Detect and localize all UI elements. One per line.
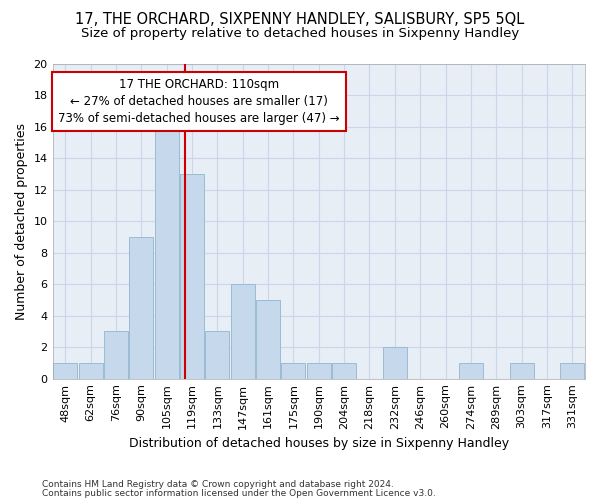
Bar [281, 363, 305, 378]
Bar [560, 363, 584, 378]
Bar [230, 284, 255, 378]
Text: Contains public sector information licensed under the Open Government Licence v3: Contains public sector information licen… [42, 489, 436, 498]
Bar [180, 174, 204, 378]
Bar [53, 363, 77, 378]
Bar [383, 347, 407, 378]
Y-axis label: Number of detached properties: Number of detached properties [15, 123, 28, 320]
Bar [332, 363, 356, 378]
Bar [155, 111, 179, 378]
Bar [79, 363, 103, 378]
Bar [104, 332, 128, 378]
Text: Contains HM Land Registry data © Crown copyright and database right 2024.: Contains HM Land Registry data © Crown c… [42, 480, 394, 489]
X-axis label: Distribution of detached houses by size in Sixpenny Handley: Distribution of detached houses by size … [129, 437, 509, 450]
Bar [205, 332, 229, 378]
Bar [129, 237, 154, 378]
Bar [256, 300, 280, 378]
Text: 17, THE ORCHARD, SIXPENNY HANDLEY, SALISBURY, SP5 5QL: 17, THE ORCHARD, SIXPENNY HANDLEY, SALIS… [76, 12, 524, 28]
Text: 17 THE ORCHARD: 110sqm
← 27% of detached houses are smaller (17)
73% of semi-det: 17 THE ORCHARD: 110sqm ← 27% of detached… [58, 78, 340, 125]
Bar [307, 363, 331, 378]
Bar [509, 363, 533, 378]
Text: Size of property relative to detached houses in Sixpenny Handley: Size of property relative to detached ho… [81, 28, 519, 40]
Bar [459, 363, 483, 378]
